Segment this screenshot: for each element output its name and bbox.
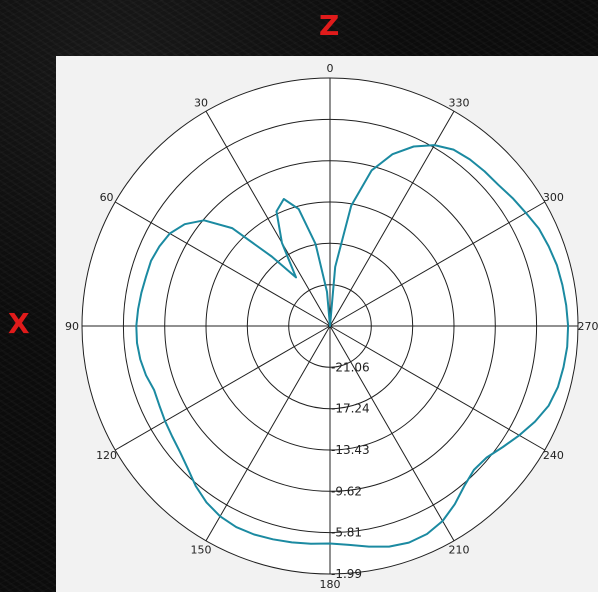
angle-tick-label: 150 <box>191 543 212 556</box>
grid-spoke <box>329 325 455 542</box>
angle-tick-label: 270 <box>578 320 598 333</box>
grid-spoke <box>205 110 331 327</box>
angle-tick-label: 330 <box>449 97 470 110</box>
radial-tick-label: -21.06 <box>331 360 370 374</box>
angle-tick-label: 300 <box>543 191 564 204</box>
radial-tick-label: -9.62 <box>331 484 362 498</box>
radial-tick-label: -1.99 <box>331 567 362 581</box>
radial-tick-labels: -21.06 -17.24 -13.43 -9.62 -5.81 -1.99 <box>331 360 370 581</box>
radial-tick-label: -13.43 <box>331 443 370 457</box>
grid-spoke <box>205 325 331 542</box>
angle-tick-label: 180 <box>320 578 341 591</box>
grid-spokes <box>82 78 578 574</box>
angle-tick-label: 120 <box>96 449 117 462</box>
angle-tick-label: 30 <box>194 97 208 110</box>
angle-tick-labels: 0 30 60 90 120 150 180 210 240 270 300 330 <box>65 62 598 591</box>
grid-spoke <box>329 201 546 327</box>
angle-tick-label: 210 <box>449 543 470 556</box>
grid-spoke <box>114 325 331 451</box>
radiation-pattern-line <box>135 144 570 548</box>
angle-tick-label: 240 <box>543 449 564 462</box>
polar-chart: 0 30 60 90 120 150 180 210 240 270 300 330 -21.06 -1… <box>65 62 598 591</box>
grid-spoke <box>114 201 331 327</box>
angle-tick-label: 90 <box>65 320 79 333</box>
angle-tick-label: 0 <box>327 62 334 75</box>
grid-spoke <box>329 325 546 451</box>
z-axis-label: Z <box>319 9 340 42</box>
angle-tick-label: 60 <box>100 191 114 204</box>
radial-tick-label: -5.81 <box>331 526 362 540</box>
polar-plot-panel: 0 30 60 90 120 150 180 210 240 270 300 330 -21.06 -1… <box>56 56 598 592</box>
x-axis-label: X <box>8 307 30 340</box>
grid-spoke <box>329 110 455 327</box>
radial-tick-label: -17.24 <box>331 402 370 416</box>
